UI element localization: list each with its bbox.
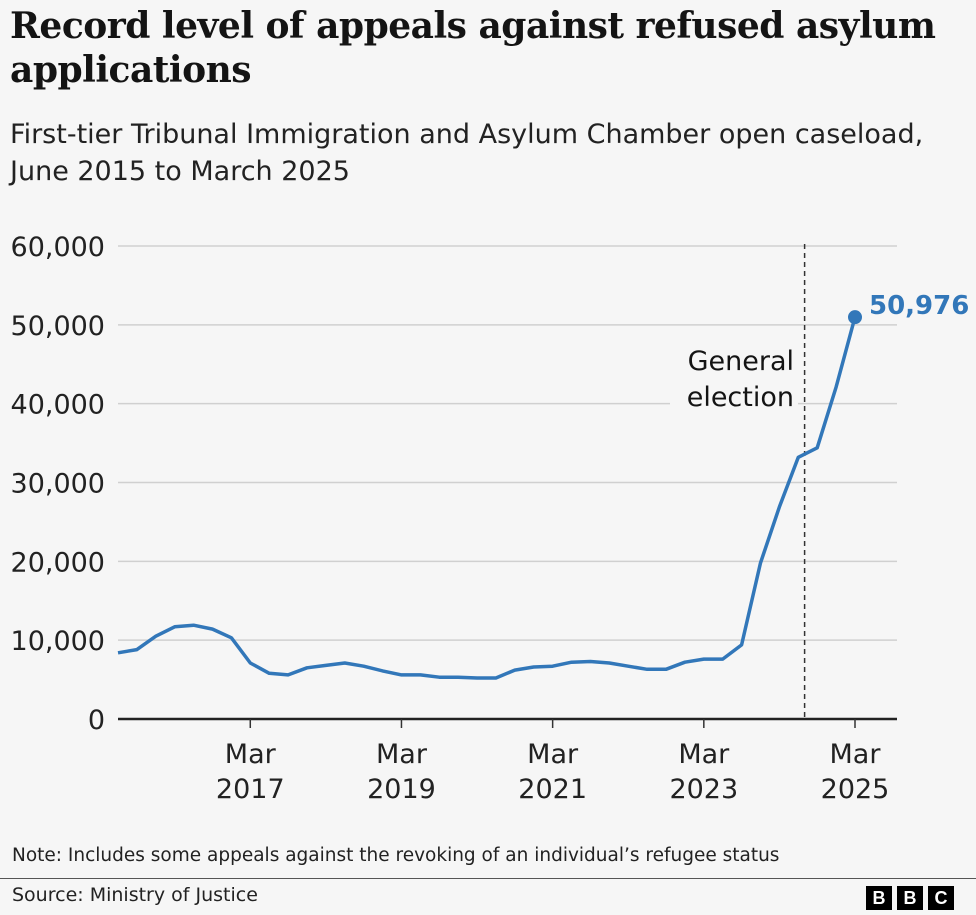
x-tick-label: 2019	[367, 774, 436, 805]
annotation-label: election	[687, 382, 794, 413]
y-tick-label: 50,000	[11, 311, 105, 342]
y-tick-label: 30,000	[11, 469, 105, 500]
x-tick-label: Mar	[376, 739, 428, 770]
x-tick-label: Mar	[678, 739, 730, 770]
chart-note: Note: Includes some appeals against the …	[12, 845, 780, 866]
x-tick-label: Mar	[225, 739, 277, 770]
x-tick-label: 2021	[518, 774, 587, 805]
end-point	[848, 310, 862, 325]
x-tick-label: 2025	[821, 774, 890, 805]
x-tick-label: 2017	[216, 774, 285, 805]
x-tick-label: Mar	[527, 739, 579, 770]
footer-divider	[0, 878, 976, 879]
y-tick-label: 60,000	[11, 232, 105, 263]
annotation-background	[670, 340, 798, 412]
y-tick-label: 20,000	[11, 547, 105, 578]
annotation-label: General	[688, 346, 794, 377]
chart-title: Record level of appeals against refused …	[10, 5, 936, 91]
y-tick-label: 40,000	[11, 390, 105, 421]
line-chart: 0 10,000 20,000 30,000 40,000 50,000 60,000 Mar…	[11, 232, 970, 805]
chart-source: Source: Ministry of Justice	[12, 884, 258, 906]
end-value-label: 50,976	[869, 291, 969, 321]
caseload-line	[117, 316, 857, 680]
x-tick-label: Mar	[830, 739, 882, 770]
x-tick-label: 2023	[669, 774, 738, 805]
y-tick-label: 0	[88, 705, 105, 736]
y-tick-label: 10,000	[11, 626, 105, 657]
chart-subtitle: First-tier Tribunal Immigration and Asyl…	[10, 119, 924, 187]
